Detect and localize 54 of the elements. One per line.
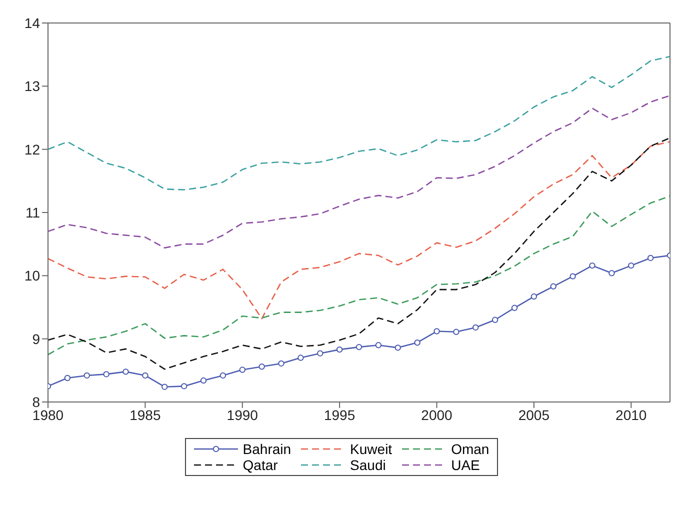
point (453, 328, 460, 335)
legend-label: Oman (451, 441, 490, 457)
point (434, 328, 440, 334)
legend-label: Qatar (242, 457, 278, 473)
point (570, 273, 576, 280)
point (180, 383, 188, 390)
point (142, 372, 148, 379)
point (375, 342, 382, 348)
point (589, 262, 596, 269)
line-series (48, 141, 670, 320)
point (550, 283, 556, 290)
x-tick-label: 1990 (226, 406, 258, 423)
line-series (48, 94, 670, 249)
line-series (48, 137, 670, 370)
point (258, 364, 265, 370)
point (122, 368, 129, 375)
point (472, 324, 479, 331)
point (317, 350, 324, 356)
legend-label: UAE (451, 457, 480, 473)
point (220, 372, 226, 379)
point (298, 354, 304, 361)
point (492, 316, 498, 323)
point (200, 377, 207, 384)
x-tick-label: 1995 (324, 406, 356, 423)
y-tick-label: 9 (32, 330, 40, 347)
point (162, 384, 168, 390)
point (647, 254, 654, 262)
point (608, 270, 615, 276)
legend-label: Kuweit (350, 441, 392, 457)
x-tick-label: 2010 (616, 406, 647, 423)
line-series (48, 56, 670, 190)
line-series (48, 195, 670, 356)
point (239, 366, 246, 373)
point (530, 293, 538, 300)
y-tick-label: 11 (25, 204, 40, 220)
x-tick-label: 1985 (130, 406, 161, 423)
legend-label: Bahrain (242, 441, 292, 457)
point (414, 340, 420, 346)
point (336, 346, 343, 353)
point (84, 372, 90, 379)
point (628, 262, 634, 269)
y-tick-label: 10 (24, 268, 40, 284)
y-tick-label: 12 (24, 141, 40, 158)
point (64, 374, 71, 382)
point (511, 304, 518, 311)
point (103, 371, 110, 378)
x-tick-label: 2000 (421, 406, 453, 423)
x-tick-label: 2005 (518, 406, 550, 423)
y-tick-label: 14 (24, 14, 40, 31)
y-tick-label: 13 (24, 78, 40, 94)
point (278, 360, 284, 367)
point (356, 344, 362, 350)
legend-label: Saudi (350, 457, 386, 473)
point (394, 344, 401, 351)
